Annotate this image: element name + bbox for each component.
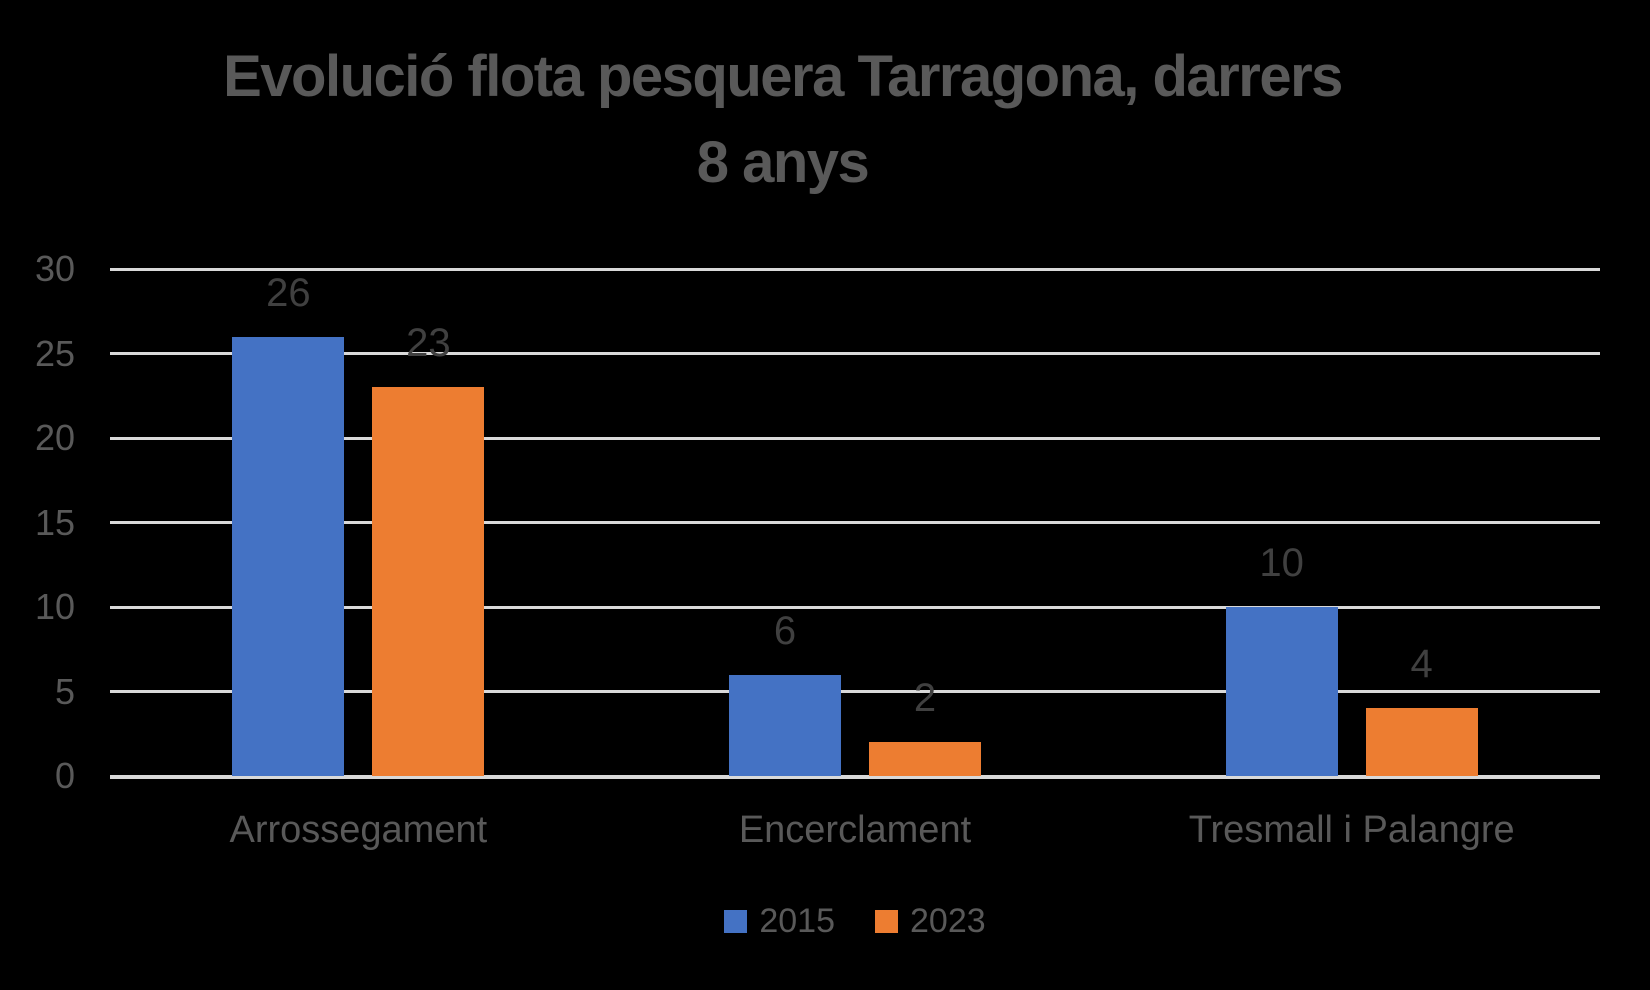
y-tick-label-30: 30 <box>34 248 75 289</box>
data-label-2023-encerclament: 2 <box>913 676 937 721</box>
data-label-2015-tresmall-i-palangre: 10 <box>1259 541 1304 585</box>
y-tick-label-25: 25 <box>34 332 75 374</box>
y-tick-label-10: 10 <box>34 586 75 627</box>
bar-2023-tresmall-i-palangre <box>1365 708 1478 776</box>
data-label-2023-tresmall-i-palangre: 4 <box>1410 642 1433 687</box>
gridline-10 <box>110 605 1600 609</box>
bar-2023-encerclament <box>869 742 981 776</box>
gridline-20 <box>110 436 1600 440</box>
bar-2015-arrossegament <box>232 336 345 776</box>
y-tick-label-5: 5 <box>54 670 75 712</box>
gridline-30 <box>110 267 1600 271</box>
plot-area: 26 23 6 2 10 4 <box>110 267 1600 779</box>
legend-label-2015: 2015 <box>759 901 835 940</box>
x-category-label-arrossegament: Arrossegament <box>229 809 488 851</box>
legend-swatch-2015 <box>724 909 748 933</box>
legend-label-2023: 2023 <box>910 901 986 940</box>
gridline-15 <box>110 521 1600 524</box>
x-axis-category-labels: Arrossegament Encerclament Tresmall i Pala… <box>110 806 1600 856</box>
y-tick-label-0: 0 <box>54 755 75 796</box>
chart-title: Evolució flota pesquera Tarragona, darre… <box>223 44 1343 195</box>
bar-2015-tresmall-i-palangre <box>1225 607 1338 776</box>
legend-item-2023: 2023 <box>875 902 986 941</box>
legend-item-2015: 2015 <box>724 902 835 941</box>
bar-2015-encerclament <box>729 674 841 776</box>
bar-2023-arrossegament <box>372 387 485 776</box>
x-category-label-encerclament: Encerclament <box>738 809 972 851</box>
data-label-2015-arrossegament: 26 <box>266 270 311 315</box>
data-label-2023-arrossegament: 23 <box>406 321 451 366</box>
x-category-label-tresmall-i-palangre: Tresmall i Palangre <box>1188 809 1515 851</box>
y-tick-label-15: 15 <box>34 501 75 543</box>
legend: 2015 2023 <box>110 898 1600 944</box>
y-tick-label-20: 20 <box>34 417 75 458</box>
x-axis-line <box>110 776 1600 779</box>
legend-swatch-2023 <box>875 909 898 933</box>
gridline-25 <box>110 352 1600 355</box>
data-label-2015-encerclament: 6 <box>773 608 797 653</box>
gridline-5 <box>110 690 1600 693</box>
